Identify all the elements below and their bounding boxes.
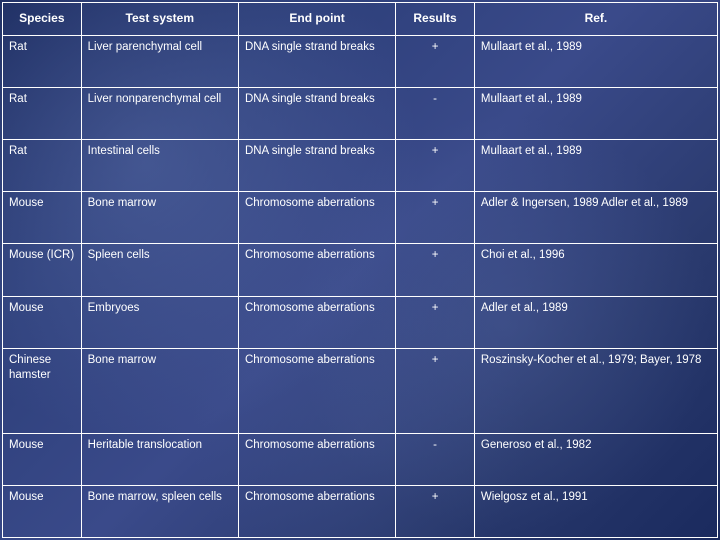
cell-ref: Generoso et al., 1982: [474, 433, 717, 485]
cell-end-point: DNA single strand breaks: [238, 35, 395, 87]
cell-results: +: [396, 140, 475, 192]
cell-species: Mouse: [3, 296, 82, 348]
cell-test-system: Embryoes: [81, 296, 238, 348]
cell-species: Mouse: [3, 485, 82, 537]
cell-species: Rat: [3, 35, 82, 87]
cell-species: Rat: [3, 140, 82, 192]
table-row: Mouse (ICR) Spleen cells Chromosome aber…: [3, 244, 718, 296]
cell-ref: Mullaart et al., 1989: [474, 140, 717, 192]
cell-species: Mouse: [3, 192, 82, 244]
cell-end-point: Chromosome aberrations: [238, 433, 395, 485]
cell-test-system: Heritable translocation: [81, 433, 238, 485]
cell-end-point: Chromosome aberrations: [238, 192, 395, 244]
cell-end-point: DNA single strand breaks: [238, 140, 395, 192]
col-end-point: End point: [238, 3, 395, 36]
table-row: Rat Liver nonparenchymal cell DNA single…: [3, 87, 718, 139]
table-row: Rat Liver parenchymal cell DNA single st…: [3, 35, 718, 87]
cell-test-system: Liver parenchymal cell: [81, 35, 238, 87]
cell-results: +: [396, 485, 475, 537]
cell-results: -: [396, 87, 475, 139]
cell-ref: Mullaart et al., 1989: [474, 87, 717, 139]
cell-species: Mouse (ICR): [3, 244, 82, 296]
cell-ref: Adler et al., 1989: [474, 296, 717, 348]
col-test-system: Test system: [81, 3, 238, 36]
table-row: Mouse Embryoes Chromosome aberrations + …: [3, 296, 718, 348]
cell-ref: Roszinsky-Kocher et al., 1979; Bayer, 19…: [474, 348, 717, 433]
cell-results: +: [396, 296, 475, 348]
cell-test-system: Liver nonparenchymal cell: [81, 87, 238, 139]
cell-test-system: Bone marrow, spleen cells: [81, 485, 238, 537]
col-ref: Ref.: [474, 3, 717, 36]
cell-results: +: [396, 244, 475, 296]
cell-results: +: [396, 35, 475, 87]
cell-test-system: Bone marrow: [81, 192, 238, 244]
cell-end-point: DNA single strand breaks: [238, 87, 395, 139]
cell-results: -: [396, 433, 475, 485]
col-results: Results: [396, 3, 475, 36]
cell-end-point: Chromosome aberrations: [238, 296, 395, 348]
table-row: Mouse Bone marrow, spleen cells Chromoso…: [3, 485, 718, 537]
cell-results: +: [396, 192, 475, 244]
cell-results: +: [396, 348, 475, 433]
header-row: Species Test system End point Results Re…: [3, 3, 718, 36]
cell-end-point: Chromosome aberrations: [238, 485, 395, 537]
table-row: Mouse Heritable translocation Chromosome…: [3, 433, 718, 485]
data-table: Species Test system End point Results Re…: [2, 2, 718, 538]
cell-end-point: Chromosome aberrations: [238, 348, 395, 433]
cell-test-system: Spleen cells: [81, 244, 238, 296]
cell-end-point: Chromosome aberrations: [238, 244, 395, 296]
cell-ref: Choi et al., 1996: [474, 244, 717, 296]
cell-species: Chinese hamster: [3, 348, 82, 433]
table-row: Rat Intestinal cells DNA single strand b…: [3, 140, 718, 192]
cell-test-system: Bone marrow: [81, 348, 238, 433]
col-species: Species: [3, 3, 82, 36]
cell-ref: Mullaart et al., 1989: [474, 35, 717, 87]
cell-species: Rat: [3, 87, 82, 139]
cell-species: Mouse: [3, 433, 82, 485]
cell-ref: Wielgosz et al., 1991: [474, 485, 717, 537]
table-row: Chinese hamster Bone marrow Chromosome a…: [3, 348, 718, 433]
cell-test-system: Intestinal cells: [81, 140, 238, 192]
table-container: Species Test system End point Results Re…: [0, 0, 720, 540]
table-row: Mouse Bone marrow Chromosome aberrations…: [3, 192, 718, 244]
cell-ref: Adler & Ingersen, 1989 Adler et al., 198…: [474, 192, 717, 244]
